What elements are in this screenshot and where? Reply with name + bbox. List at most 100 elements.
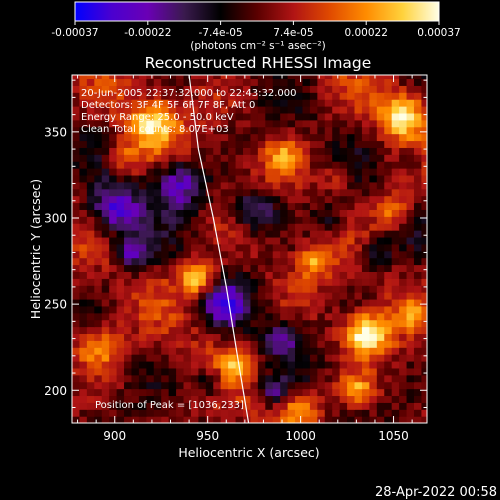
heatmap-cell [138, 381, 147, 390]
heatmap-cell [347, 278, 356, 286]
heatmap-cell [384, 381, 393, 390]
heatmap-cell [168, 202, 177, 210]
heatmap-cell [190, 112, 199, 121]
heatmap-cell [399, 85, 408, 93]
heatmap-cell [309, 140, 318, 148]
heatmap-cell [287, 216, 296, 224]
heatmap-cell [109, 147, 118, 155]
heatmap-cell [280, 298, 289, 307]
heatmap-cell [317, 133, 326, 142]
heatmap-cell [339, 305, 348, 314]
heatmap-cell [168, 305, 177, 314]
heatmap-cell [116, 106, 125, 114]
heatmap-cell [79, 161, 88, 169]
heatmap-cell [131, 319, 140, 328]
heatmap-cell [228, 298, 237, 307]
heatmap-cell [317, 161, 326, 169]
heatmap-cell [280, 75, 289, 80]
heatmap-cell [421, 174, 427, 183]
heatmap-cell [391, 126, 400, 135]
heatmap-cell [94, 285, 103, 293]
heatmap-cell [399, 388, 408, 397]
heatmap-cell [272, 257, 281, 266]
heatmap-cell [384, 230, 393, 238]
heatmap-cell [79, 395, 88, 403]
heatmap-cell [250, 271, 259, 279]
heatmap-cell [101, 264, 110, 272]
heatmap-cell [384, 340, 393, 348]
heatmap-cell [220, 85, 229, 93]
heatmap-cell [406, 319, 415, 328]
heatmap-cell [347, 181, 356, 190]
heatmap-cell [183, 216, 192, 224]
colorbar-tick-label: 0.00022 [344, 27, 387, 39]
heatmap-cell [235, 409, 244, 417]
heatmap-cell [153, 99, 162, 107]
heatmap-cell [332, 243, 341, 252]
heatmap-cell [280, 312, 289, 321]
heatmap-cell [317, 340, 326, 348]
heatmap-cell [94, 202, 103, 210]
y-tick-label: 200 [44, 384, 67, 398]
heatmap-cell [228, 402, 237, 410]
heatmap-cell [235, 326, 244, 335]
heatmap-cell [116, 216, 125, 224]
heatmap-cell [391, 402, 400, 410]
heatmap-cell [384, 188, 393, 197]
heatmap-cell [361, 374, 370, 383]
heatmap-cell [272, 147, 281, 155]
heatmap-cell [124, 326, 133, 335]
heatmap-cell [176, 298, 185, 307]
heatmap-cell [399, 147, 408, 155]
heatmap-cell [131, 305, 140, 314]
heatmap-cell [168, 154, 177, 162]
heatmap-cell [369, 278, 378, 286]
heatmap-cell [109, 360, 118, 369]
heatmap-cell [302, 416, 311, 423]
heatmap-cell [116, 298, 125, 307]
heatmap-cell [287, 202, 296, 210]
heatmap-cell [280, 360, 289, 369]
heatmap-cell [376, 161, 385, 169]
heatmap-cell [176, 312, 185, 321]
heatmap-cell [242, 333, 252, 341]
heatmap-cell [146, 402, 155, 410]
heatmap-cell [399, 119, 408, 128]
heatmap-cell [183, 92, 192, 100]
heatmap-cell [198, 168, 207, 176]
heatmap-cell [332, 271, 341, 279]
heatmap-cell [86, 243, 95, 252]
heatmap-cell [176, 230, 185, 238]
heatmap-cell [421, 154, 427, 162]
heatmap-cell [146, 140, 155, 148]
heatmap-cell [295, 75, 304, 80]
y-tick-label: 250 [44, 298, 67, 312]
heatmap-cell [347, 298, 356, 307]
heatmap-cell [161, 236, 170, 245]
heatmap-cell [354, 381, 363, 390]
heatmap-cell [124, 340, 133, 348]
heatmap-cell [116, 126, 125, 135]
heatmap-cell [324, 216, 333, 224]
heatmap-cell [317, 250, 326, 259]
heatmap-cell [116, 388, 125, 397]
heatmap-cell [280, 140, 289, 148]
heatmap-cell [309, 223, 318, 231]
heatmap-cell [161, 230, 170, 238]
heatmap-cell [176, 236, 185, 245]
heatmap-cell [79, 243, 88, 252]
heatmap-cell [324, 126, 333, 135]
heatmap-cell [94, 347, 103, 355]
heatmap-cell [176, 106, 185, 114]
heatmap-cell [250, 278, 259, 286]
heatmap-cell [421, 202, 427, 210]
heatmap-cell [116, 236, 125, 245]
heatmap-cell [235, 312, 244, 321]
heatmap-cell [295, 126, 304, 135]
heatmap-cell [257, 188, 266, 197]
heatmap-cell [161, 126, 170, 135]
heatmap-cell [220, 354, 229, 362]
heatmap-cell [109, 416, 118, 423]
heatmap-cell [153, 409, 162, 417]
heatmap-cell [161, 257, 170, 266]
